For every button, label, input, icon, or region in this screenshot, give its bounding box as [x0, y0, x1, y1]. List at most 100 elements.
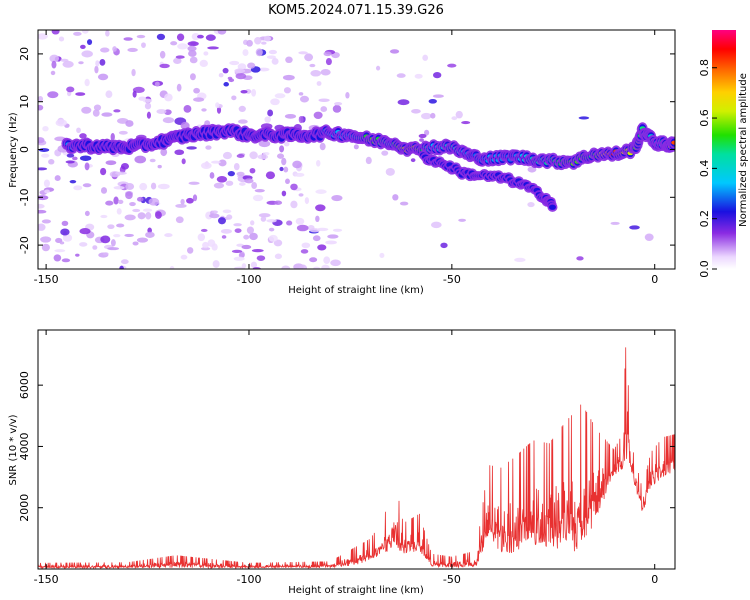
noise-blob — [41, 219, 52, 224]
noise-blob — [81, 50, 93, 58]
colorbar-tick-label: 0.4 — [698, 160, 711, 178]
noise-blob — [210, 160, 221, 164]
noise-blob — [162, 117, 175, 124]
noise-blob — [414, 73, 423, 79]
noise-blob — [309, 63, 316, 68]
noise-blob — [146, 111, 151, 119]
heatmap-trace-layer — [61, 122, 675, 212]
colorbar-tick-label: 0.8 — [698, 59, 711, 77]
noise-blob — [236, 171, 245, 176]
noise-blob — [120, 162, 130, 170]
colorbar-label: Normalized spectral amplitude — [738, 73, 749, 227]
noise-blob — [175, 216, 184, 224]
noise-blob — [193, 87, 200, 94]
noise-blob — [38, 209, 47, 214]
noise-blob — [274, 200, 283, 205]
noise-blob — [290, 183, 298, 191]
snr-panel: -150 -100 -50 0 2000 4000 6000 Height of stra… — [8, 329, 676, 596]
noise-blob — [229, 60, 240, 66]
noise-blob — [252, 194, 264, 202]
noise-blob — [58, 36, 65, 42]
noise-blob — [69, 180, 77, 184]
noise-blob — [331, 194, 343, 202]
noise-blob — [141, 42, 146, 48]
y-tick-label: -20 — [18, 236, 31, 254]
noise-blob — [100, 214, 108, 219]
noise-blob — [209, 172, 215, 179]
noise-blob — [84, 210, 90, 217]
noise-blob — [411, 109, 421, 114]
noise-blob — [283, 166, 289, 173]
noise-blob — [191, 32, 200, 41]
noise-blob — [323, 256, 331, 264]
noise-blob — [576, 256, 584, 261]
noise-blob — [375, 65, 381, 71]
noise-blob — [205, 145, 212, 150]
colorbar-tick-label: 0.2 — [698, 210, 711, 228]
noise-blob — [271, 57, 279, 65]
noise-blob — [397, 99, 410, 106]
noise-blob — [304, 53, 314, 62]
noise-blob — [233, 256, 245, 261]
y-tick-label: -10 — [18, 188, 31, 206]
noise-blob — [268, 234, 278, 242]
noise-blob — [157, 164, 162, 169]
noise-blob — [379, 252, 385, 259]
noise-blob — [51, 60, 57, 69]
noise-blob — [298, 92, 304, 96]
noise-blob — [207, 239, 216, 247]
noise-blob — [112, 46, 117, 52]
noise-blob — [155, 211, 162, 219]
noise-blob — [62, 233, 73, 242]
noise-blob — [298, 115, 304, 124]
noise-blob — [461, 121, 471, 125]
noise-blob — [610, 221, 620, 225]
noise-blob — [200, 228, 208, 232]
noise-blob — [316, 81, 322, 86]
noise-blob — [284, 141, 290, 147]
noise-blob — [226, 214, 233, 220]
noise-blob — [129, 201, 136, 207]
noise-blob — [205, 34, 216, 41]
noise-blob — [86, 39, 93, 46]
noise-blob — [105, 200, 114, 206]
noise-blob — [216, 176, 228, 183]
y-tick-label: 4000 — [18, 432, 31, 460]
noise-blob — [270, 98, 280, 106]
noise-blob — [266, 55, 277, 59]
noise-blob — [418, 133, 427, 139]
noise-blob — [132, 208, 141, 213]
noise-blob — [84, 162, 90, 171]
noise-blob — [105, 30, 110, 37]
noise-blob — [332, 104, 342, 113]
noise-blob — [94, 65, 99, 74]
noise-blob — [54, 249, 66, 253]
noise-blob — [217, 217, 226, 225]
noise-blob — [159, 63, 170, 69]
noise-blob — [301, 242, 311, 249]
noise-blob — [164, 233, 173, 238]
noise-blob — [410, 158, 416, 163]
noise-blob — [527, 201, 535, 208]
noise-blob — [127, 47, 138, 53]
noise-blob — [100, 235, 111, 244]
noise-blob — [261, 41, 267, 45]
noise-blob — [249, 232, 258, 241]
noise-blob — [228, 78, 235, 83]
noise-blob — [260, 216, 267, 222]
noise-blob — [268, 227, 275, 232]
noise-blob — [154, 81, 160, 87]
noise-blob — [192, 194, 198, 202]
noise-blob — [458, 218, 466, 222]
noise-blob — [381, 150, 389, 156]
noise-blob — [211, 210, 218, 214]
noise-blob — [234, 228, 242, 233]
noise-blob — [213, 182, 225, 189]
noise-blob — [286, 220, 293, 226]
noise-blob — [99, 59, 106, 66]
noise-blob — [201, 108, 207, 112]
noise-blob — [197, 233, 206, 242]
noise-blob — [156, 109, 167, 114]
noise-blob — [145, 231, 155, 238]
noise-blob — [281, 190, 287, 197]
